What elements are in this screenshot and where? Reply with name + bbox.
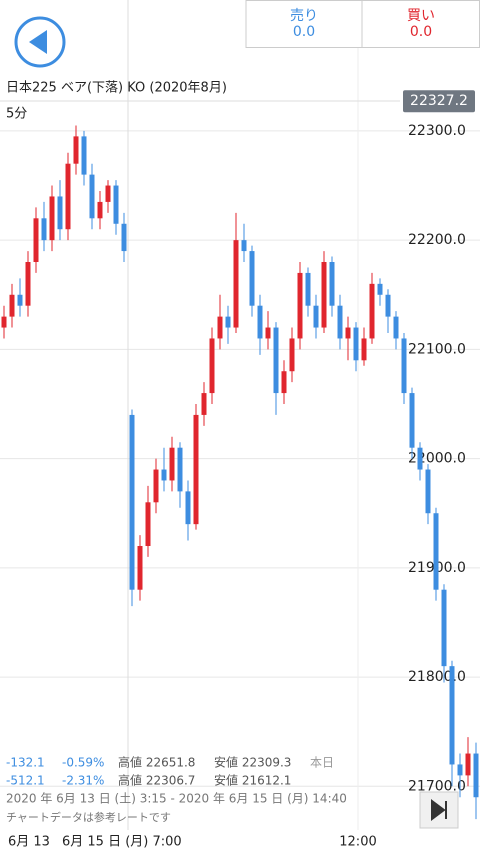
candle-body xyxy=(65,163,71,230)
candle-body xyxy=(41,218,47,241)
candle-body xyxy=(217,316,223,339)
candle-body xyxy=(457,764,463,776)
buy-value: 0.0 xyxy=(410,24,432,40)
candle-body xyxy=(57,196,63,230)
candle-body xyxy=(465,753,471,776)
candle-body xyxy=(449,666,455,765)
y-tick-label: 22100.0 xyxy=(408,341,466,357)
play-button[interactable] xyxy=(419,791,459,829)
candle-body xyxy=(121,223,127,252)
candle-body xyxy=(1,316,7,328)
date-range: 2020 年 6月 13 日 (土) 3:15 - 2020 年 6月 15 日… xyxy=(6,792,347,806)
candle-body xyxy=(257,305,263,339)
candle-body xyxy=(289,338,295,372)
y-tick-label: 21700.0 xyxy=(408,778,466,794)
candle-body xyxy=(177,447,183,492)
candle-body xyxy=(353,327,359,361)
footer: -132.1 -0.59% 高値 22651.8 安値 22309.3 本日 -512.1… xyxy=(6,755,347,825)
candle-body xyxy=(137,546,143,590)
candle-body xyxy=(265,327,271,339)
sell-button[interactable]: 売り 0.0 xyxy=(245,0,363,48)
stat: -2.31% xyxy=(62,774,104,788)
candle-body xyxy=(385,294,391,317)
candle-body xyxy=(281,371,287,394)
y-tick-label: 22200.0 xyxy=(408,232,466,248)
candle-body xyxy=(345,327,351,339)
candle-body xyxy=(377,283,383,295)
candle-body xyxy=(25,262,31,306)
candle-body xyxy=(193,414,199,525)
candle-body xyxy=(113,185,119,224)
candle-body xyxy=(169,447,175,481)
candle-body xyxy=(161,469,167,481)
interval: 5分 xyxy=(6,107,27,122)
candle-body xyxy=(145,502,151,546)
current-price: 22327.2 xyxy=(410,93,468,109)
candles xyxy=(1,125,479,820)
candle-body xyxy=(425,469,431,514)
stat: -132.1 xyxy=(6,756,45,770)
candle-body xyxy=(17,294,23,306)
candle-body xyxy=(401,338,407,394)
candle-body xyxy=(297,272,303,339)
buy-label: 買い xyxy=(407,8,435,24)
stat: -0.59% xyxy=(62,756,104,770)
x-tick-label: 6月 15 日 (月) 7:00 xyxy=(62,835,182,850)
candle-body xyxy=(209,338,215,394)
chart-title: 日本225 ベア(下落) KO (2020年8月) xyxy=(6,81,227,96)
x-tick-label: 12:00 xyxy=(339,835,376,850)
candle-body xyxy=(153,469,159,503)
sell-value: 0.0 xyxy=(293,24,315,40)
candle-body xyxy=(409,393,415,448)
grid xyxy=(0,130,480,787)
candle-body xyxy=(49,196,55,241)
stat: 安値 22309.3 xyxy=(214,755,291,770)
candle-body xyxy=(225,316,231,328)
price-tag-bg xyxy=(403,90,475,113)
y-tick-label: 22300.0 xyxy=(408,123,466,139)
sell-label: 売り xyxy=(290,8,318,24)
candle-body xyxy=(73,136,79,164)
candle-body xyxy=(441,589,447,667)
candle-body xyxy=(201,393,207,415)
candle-body xyxy=(249,251,255,306)
candle-body xyxy=(313,305,319,328)
candle-body xyxy=(433,513,439,590)
candle-body xyxy=(321,262,327,328)
stat: 本日 xyxy=(310,756,334,770)
buy-button[interactable]: 買い 0.0 xyxy=(361,0,480,48)
candle-body xyxy=(329,262,335,306)
candle-body xyxy=(233,240,239,328)
stat: 安値 21612.1 xyxy=(214,773,291,788)
y-tick-label: 21800.0 xyxy=(408,669,466,685)
candle-body xyxy=(33,218,39,262)
candle-body xyxy=(361,338,367,361)
candle-body xyxy=(129,414,135,590)
disclaimer: チャートデータは参考レートです xyxy=(6,810,171,824)
candle-body xyxy=(369,283,375,339)
candle-body xyxy=(393,316,399,339)
candle-body xyxy=(417,447,423,470)
y-tick-label: 22000.0 xyxy=(408,451,466,467)
candle-body xyxy=(305,272,311,306)
stat: 高値 22306.7 xyxy=(118,773,195,788)
candle-body xyxy=(185,491,191,525)
candle-body xyxy=(337,305,343,339)
candle-body xyxy=(105,185,111,202)
candle-body xyxy=(9,294,15,317)
candle-body xyxy=(97,201,103,219)
candle-body xyxy=(273,327,279,394)
candle-body xyxy=(89,174,95,219)
candle-body xyxy=(241,240,247,252)
back-button[interactable] xyxy=(14,16,66,68)
candle-body xyxy=(81,136,87,175)
candle-body xyxy=(473,753,479,798)
x-tick-label: 6月 13 xyxy=(8,835,50,850)
stat: -512.1 xyxy=(6,774,45,788)
stat: 高値 22651.8 xyxy=(118,755,195,770)
